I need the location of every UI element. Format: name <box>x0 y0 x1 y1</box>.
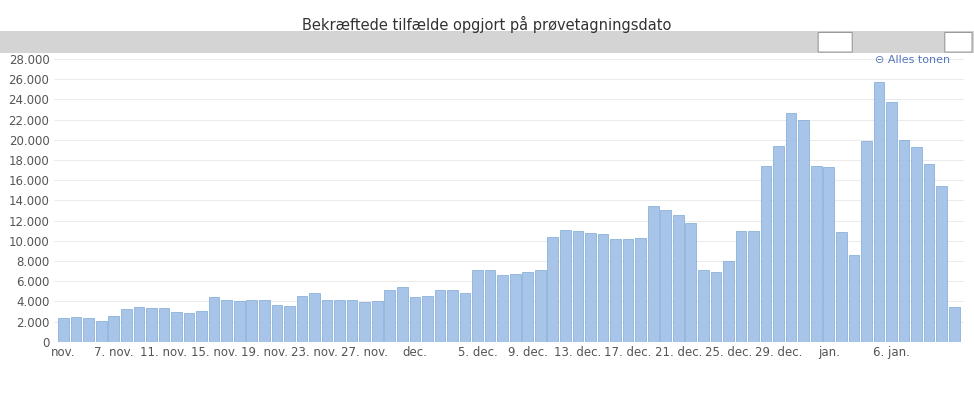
Bar <box>460 294 470 342</box>
Bar <box>272 305 282 342</box>
Bar <box>949 307 959 342</box>
Bar <box>547 237 558 342</box>
Text: ⊝ Alles tonen: ⊝ Alles tonen <box>875 55 950 65</box>
Text: Bekræftede tilfælde opgjort på prøvetagningsdato: Bekræftede tilfælde opgjort på prøvetagn… <box>302 16 672 33</box>
Bar <box>246 301 257 342</box>
Bar <box>923 164 934 342</box>
Bar <box>108 316 119 342</box>
Bar <box>723 261 733 342</box>
Bar <box>58 318 69 342</box>
Bar <box>711 272 721 342</box>
Bar <box>610 239 620 342</box>
Bar <box>485 270 496 342</box>
Bar <box>397 287 408 342</box>
Bar <box>660 209 671 342</box>
Bar <box>874 82 884 342</box>
Bar <box>422 296 432 342</box>
Bar <box>221 301 232 342</box>
FancyBboxPatch shape <box>945 32 972 52</box>
Bar <box>133 307 144 342</box>
Bar <box>84 318 94 342</box>
Bar <box>899 140 910 342</box>
Bar <box>146 308 157 342</box>
Bar <box>385 290 395 342</box>
Bar <box>861 141 872 342</box>
Bar <box>321 301 332 342</box>
Bar <box>836 232 846 342</box>
Bar <box>159 308 169 342</box>
Bar <box>359 303 370 342</box>
Bar <box>912 147 922 342</box>
Bar <box>234 301 244 342</box>
Bar <box>573 231 583 342</box>
Bar <box>409 298 420 342</box>
Bar <box>635 238 646 342</box>
Bar <box>823 167 834 342</box>
Bar <box>71 317 82 342</box>
Bar <box>686 223 696 342</box>
Bar <box>121 309 131 342</box>
Bar <box>648 206 658 342</box>
Bar <box>622 239 633 342</box>
Bar <box>184 312 195 342</box>
Bar <box>208 298 219 342</box>
Bar <box>522 272 533 342</box>
Bar <box>598 234 609 342</box>
FancyBboxPatch shape <box>818 32 852 52</box>
Bar <box>585 233 596 342</box>
Bar <box>748 231 759 342</box>
Bar <box>434 290 445 342</box>
Bar <box>698 270 709 342</box>
Bar <box>297 296 307 342</box>
Bar <box>347 301 357 342</box>
Bar <box>196 310 206 342</box>
Bar <box>171 312 182 342</box>
Bar <box>95 321 106 342</box>
Bar <box>735 231 746 342</box>
Bar <box>761 166 771 342</box>
Bar <box>799 119 809 342</box>
Bar <box>372 301 383 342</box>
Bar <box>447 290 458 342</box>
Bar <box>773 146 784 342</box>
Bar <box>786 112 797 342</box>
Bar <box>472 270 483 342</box>
Bar <box>673 215 684 342</box>
Bar <box>259 301 270 342</box>
Bar <box>284 305 295 342</box>
Bar <box>535 270 545 342</box>
Bar <box>886 103 897 342</box>
Bar <box>560 230 571 342</box>
Bar <box>936 186 947 342</box>
Bar <box>334 301 345 342</box>
Bar <box>848 255 859 342</box>
Bar <box>309 294 319 342</box>
Bar <box>498 275 508 342</box>
Bar <box>811 166 822 342</box>
Bar <box>509 274 520 342</box>
